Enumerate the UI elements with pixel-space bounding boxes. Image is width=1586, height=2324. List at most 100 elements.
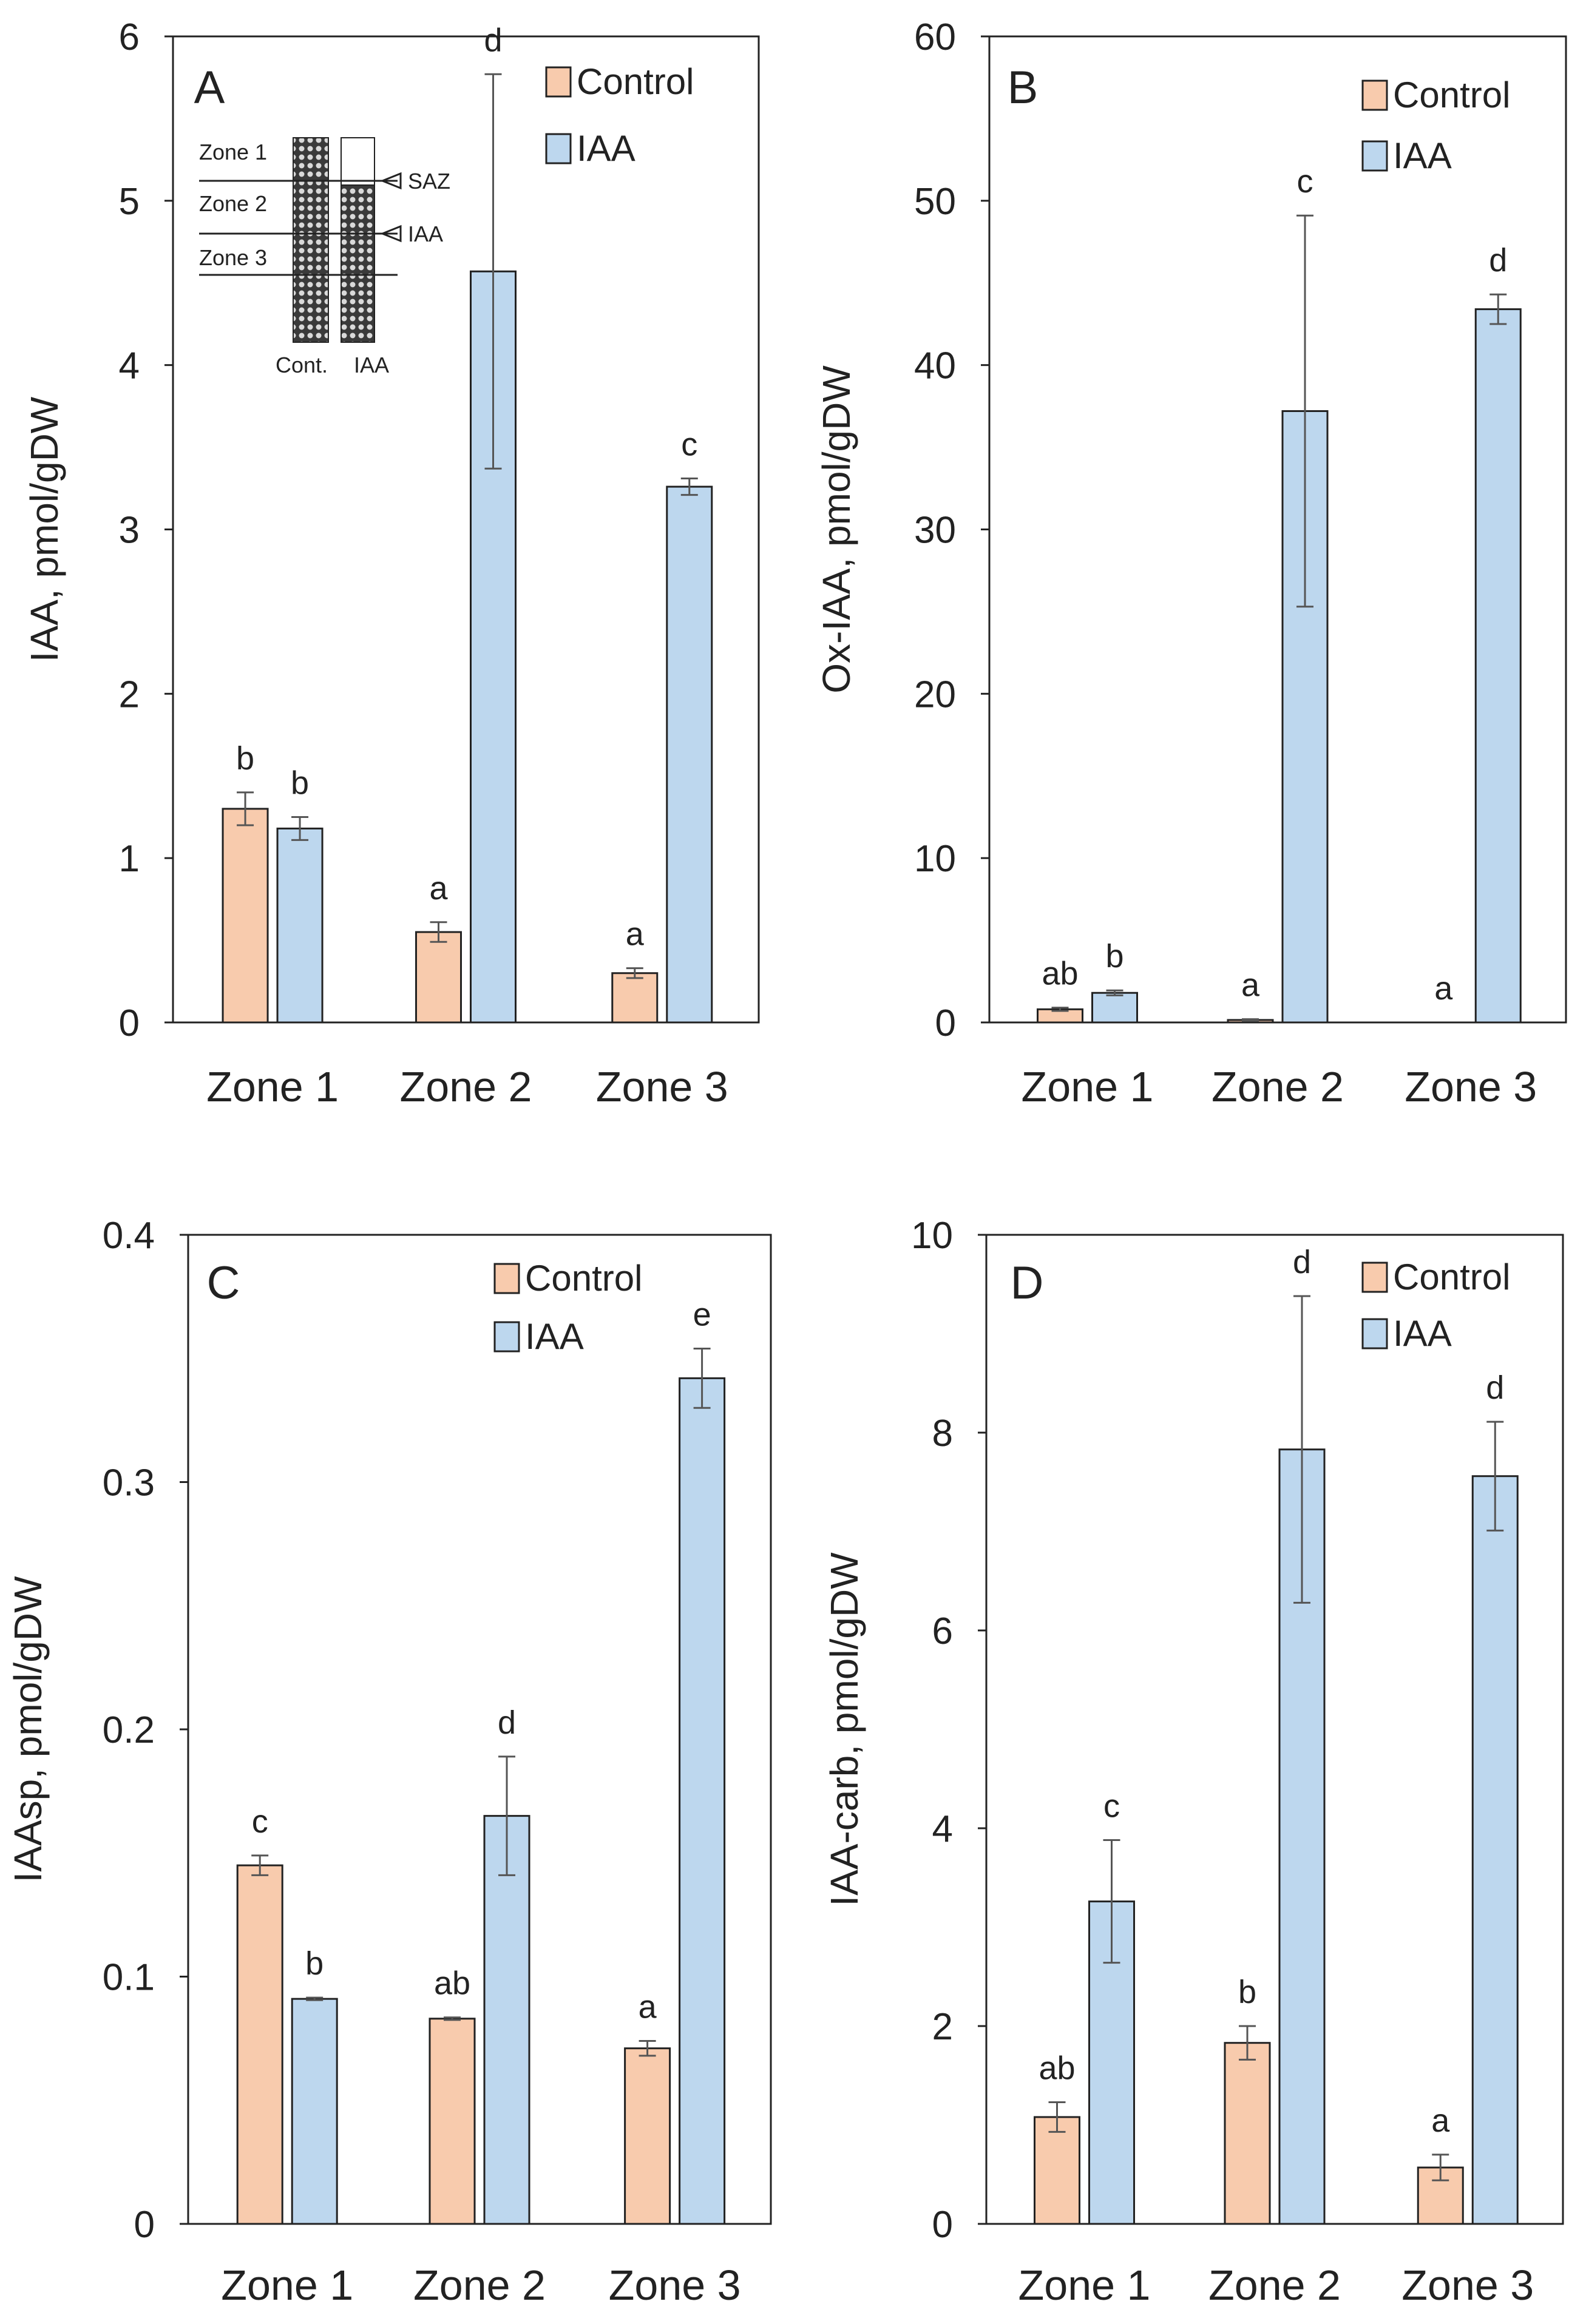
y-axis-label: IAA-carb, pmol/gDW	[822, 1552, 866, 1907]
y-tick-label: 6	[932, 1610, 953, 1652]
bar-control	[1034, 2116, 1080, 2225]
inset-zone-label: Zone 1	[199, 140, 267, 164]
inset-zone-label: Zone 2	[199, 191, 267, 216]
y-tick-label: 0.4	[103, 1215, 155, 1257]
y-axis-label: Ox-IAA, pmol/gDW	[815, 365, 858, 694]
x-category-label: Zone 3	[609, 2262, 741, 2309]
panel-letter: A	[194, 62, 225, 113]
panel-a: 0 1 2 3 4 5 6 IAA, pmol/gDW A Zone 1 Zone 2 Zone 3 b…	[22, 16, 760, 1110]
y-axis-label: IAA, pmol/gDW	[22, 396, 66, 662]
control-explant	[293, 137, 329, 343]
legend-swatch-iaa	[545, 133, 572, 164]
y-tick-label: 40	[914, 345, 956, 387]
significance-label: c	[1103, 1788, 1120, 1825]
inset-arrow	[379, 225, 402, 243]
x-category-label: Zone 1	[206, 1063, 339, 1110]
bar-iaa	[679, 1377, 726, 2225]
significance-label: d	[1293, 1244, 1311, 1280]
y-tick-label: 0.1	[103, 1957, 155, 1999]
significance-label: b	[305, 1945, 324, 1982]
x-category-label: Zone 3	[1405, 1063, 1537, 1110]
bar-control	[236, 1864, 283, 2225]
x-category-label: Zone 3	[1401, 2262, 1534, 2309]
panel-d: 0 2 4 6 8 10 IAA-carb, pmol/gDW D Zone 1 Zone 2 Zo…	[822, 1215, 1564, 2309]
x-category-label: Zone 1	[1022, 1063, 1154, 1110]
legend-swatch-control	[1361, 79, 1388, 111]
bar-control	[611, 972, 659, 1024]
y-tick-label: 0	[119, 1002, 140, 1044]
y-tick-label: 4	[932, 1808, 953, 1850]
inset-marker-label: IAA	[408, 221, 443, 246]
y-tick-label: 10	[914, 838, 956, 880]
x-category-label: Zone 1	[1018, 2262, 1151, 2309]
inset-zone-label: Zone 3	[199, 245, 267, 270]
bar-iaa	[666, 485, 713, 1024]
significance-label: d	[484, 22, 502, 58]
legend-swatch-control	[545, 66, 572, 98]
y-tick-label: 2	[119, 674, 140, 715]
significance-label: ab	[1042, 956, 1078, 992]
y-tick-label: 2	[932, 2006, 953, 2048]
iaa-explant-top	[341, 137, 375, 186]
panel-letter: B	[1008, 62, 1039, 113]
y-tick-label: 8	[932, 1413, 953, 1454]
significance-label: a	[1434, 970, 1453, 1007]
bar-control	[1224, 2042, 1271, 2225]
iaa-explant-body	[341, 184, 375, 343]
bar-control	[429, 2018, 476, 2225]
bar-iaa	[483, 1815, 530, 2225]
significance-label: a	[626, 916, 645, 953]
y-tick-label: 0	[134, 2204, 155, 2246]
significance-label: c	[681, 427, 697, 463]
legend-swatch-control	[1361, 1262, 1388, 1293]
legend-label: Control	[577, 61, 694, 102]
inset-marker-label: SAZ	[408, 169, 450, 194]
inset-schematic: Zone 1 Zone 2 Zone 3 SAZ IAA Cont. IAA	[199, 137, 450, 377]
legend-label: Control	[1393, 1257, 1510, 1297]
bar-iaa	[1471, 1475, 1519, 2225]
significance-label: ab	[1039, 2050, 1075, 2087]
bar-control	[415, 931, 462, 1024]
significance-label: b	[291, 765, 309, 801]
bar-control	[222, 808, 269, 1024]
significance-label: b	[1238, 1974, 1256, 2010]
bar-control	[624, 2047, 671, 2225]
inset-column-label: IAA	[354, 353, 389, 377]
y-tick-label: 0	[932, 2204, 953, 2246]
significance-label: d	[1489, 242, 1507, 279]
significance-label: ab	[434, 1965, 470, 2002]
inset-arrow	[379, 172, 402, 190]
significance-label: d	[498, 1704, 516, 1741]
legend-label: IAA	[1393, 1313, 1452, 1354]
significance-label: b	[1105, 938, 1123, 975]
significance-label: e	[693, 1296, 711, 1333]
y-tick-label: 0	[935, 1002, 956, 1044]
x-category-label: Zone 2	[413, 2262, 546, 2309]
legend-swatch-iaa	[1361, 140, 1388, 172]
legend-swatch-iaa	[1361, 1318, 1388, 1349]
bar-iaa	[1091, 991, 1138, 1024]
significance-label: a	[1241, 967, 1260, 1004]
y-axis-label: IAAsp, pmol/gDW	[6, 1576, 50, 1883]
y-tick-label: 5	[119, 181, 140, 223]
y-tick-label: 4	[119, 345, 140, 387]
bar-iaa	[276, 827, 324, 1024]
plot-frame	[985, 1234, 1564, 2225]
y-tick-label: 20	[914, 674, 956, 715]
x-category-label: Zone 3	[596, 1063, 728, 1110]
legend-swatch-control	[493, 1263, 520, 1294]
legend-label: IAA	[525, 1316, 584, 1357]
y-tick-label: 3	[119, 510, 140, 552]
significance-label: c	[1297, 163, 1313, 200]
x-category-label: Zone 2	[1208, 2262, 1341, 2309]
significance-label: d	[1486, 1370, 1504, 1406]
significance-label: a	[429, 870, 448, 907]
bar-iaa	[291, 1998, 338, 2225]
panel-letter: C	[207, 1257, 240, 1309]
y-tick-label: 10	[911, 1215, 953, 1257]
panel-b: 0 10 20 30 40 50 60 Ox-IAA, pmol/gDW B Zone 1 Zone…	[815, 16, 1567, 1110]
significance-label: a	[639, 1988, 657, 2025]
panel-c: 0 0.1 0.2 0.3 0.4 IAAsp, pmol/gDW C Zone 1 Zone …	[6, 1215, 772, 2309]
y-tick-label: 30	[914, 510, 956, 552]
